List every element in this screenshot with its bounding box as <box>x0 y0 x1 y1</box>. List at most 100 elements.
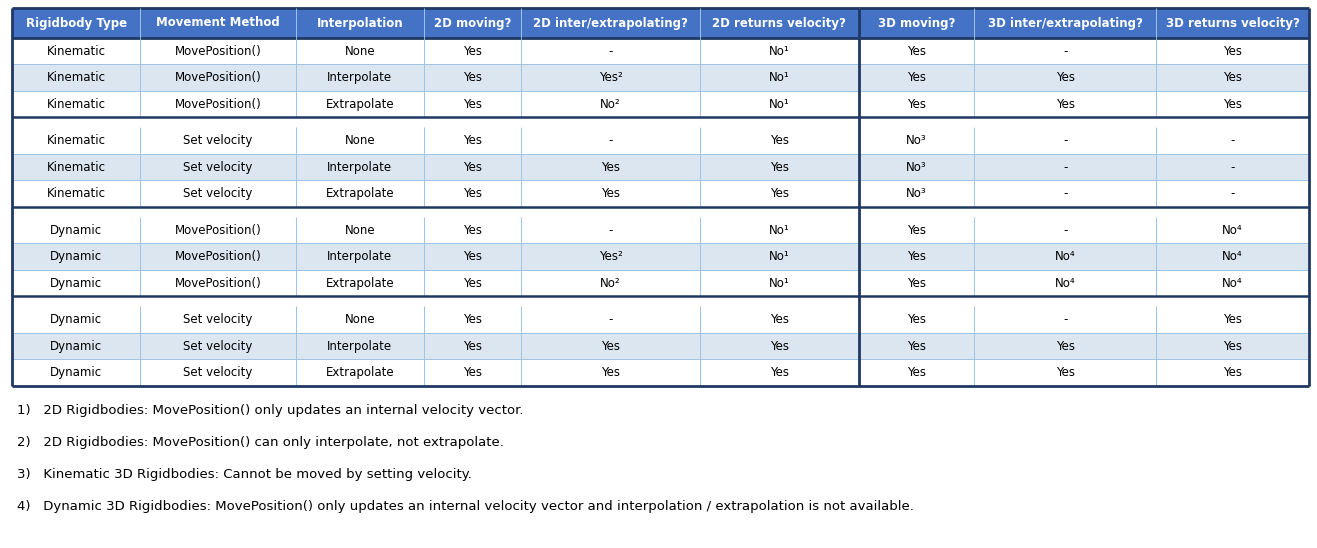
Text: Set velocity: Set velocity <box>183 161 253 174</box>
Text: -: - <box>1230 187 1235 200</box>
Text: Yes: Yes <box>907 224 926 237</box>
Text: Interpolate: Interpolate <box>328 71 392 84</box>
Text: No³: No³ <box>906 161 927 174</box>
Bar <box>522 8 699 38</box>
Text: Set velocity: Set velocity <box>183 366 253 379</box>
Text: -: - <box>608 134 612 147</box>
Text: Yes: Yes <box>1056 366 1075 379</box>
Text: None: None <box>345 313 375 326</box>
Text: Interpolate: Interpolate <box>328 340 392 353</box>
Text: No⁴: No⁴ <box>1055 250 1076 263</box>
Bar <box>12 243 1309 270</box>
Bar <box>141 8 296 38</box>
Text: -: - <box>1063 224 1067 237</box>
Text: No⁴: No⁴ <box>1222 224 1243 237</box>
Bar <box>975 8 1156 38</box>
Text: Set velocity: Set velocity <box>183 134 253 147</box>
Text: Rigidbody Type: Rigidbody Type <box>25 16 126 30</box>
Text: Set velocity: Set velocity <box>183 313 253 326</box>
Text: Yes: Yes <box>770 340 789 353</box>
Text: 3D returns velocity?: 3D returns velocity? <box>1166 16 1300 30</box>
Text: 3D moving?: 3D moving? <box>878 16 955 30</box>
Text: No⁴: No⁴ <box>1222 277 1243 290</box>
Text: Yes: Yes <box>1056 98 1075 111</box>
Text: Yes: Yes <box>1223 98 1242 111</box>
Text: Dynamic: Dynamic <box>50 366 103 379</box>
Text: Yes: Yes <box>464 98 482 111</box>
Bar <box>12 296 1309 306</box>
Text: 3D inter/extrapolating?: 3D inter/extrapolating? <box>988 16 1143 30</box>
Text: Yes: Yes <box>907 277 926 290</box>
Text: -: - <box>1063 45 1067 58</box>
Text: No¹: No¹ <box>769 71 790 84</box>
Bar <box>12 65 1309 91</box>
Text: No²: No² <box>601 98 620 111</box>
Text: Dynamic: Dynamic <box>50 313 103 326</box>
Text: Extrapolate: Extrapolate <box>325 277 394 290</box>
Text: Yes: Yes <box>464 161 482 174</box>
Text: Yes: Yes <box>464 187 482 200</box>
Text: 2D returns velocity?: 2D returns velocity? <box>712 16 847 30</box>
Text: Set velocity: Set velocity <box>183 340 253 353</box>
Text: -: - <box>1063 313 1067 326</box>
Bar <box>12 154 1309 180</box>
Text: Interpolation: Interpolation <box>316 16 403 30</box>
Bar <box>12 180 1309 207</box>
Text: MovePosition(): MovePosition() <box>175 224 261 237</box>
Text: 3)   Kinematic 3D Rigidbodies: Cannot be moved by setting velocity.: 3) Kinematic 3D Rigidbodies: Cannot be m… <box>17 468 471 481</box>
Text: Yes: Yes <box>464 340 482 353</box>
Bar <box>12 359 1309 386</box>
Text: Kinematic: Kinematic <box>46 134 105 147</box>
Text: Interpolate: Interpolate <box>328 161 392 174</box>
Text: Yes: Yes <box>1223 366 1242 379</box>
Text: Yes: Yes <box>464 134 482 147</box>
Text: 4)   Dynamic 3D Rigidbodies: MovePosition() only updates an internal velocity ve: 4) Dynamic 3D Rigidbodies: MovePosition(… <box>17 500 914 513</box>
Bar <box>12 306 1309 333</box>
Text: Yes: Yes <box>907 98 926 111</box>
Text: Yes: Yes <box>601 340 620 353</box>
Text: Dynamic: Dynamic <box>50 340 103 353</box>
Text: Yes: Yes <box>1056 71 1075 84</box>
Text: Yes: Yes <box>770 366 789 379</box>
Text: Yes: Yes <box>464 313 482 326</box>
Text: 2)   2D Rigidbodies: MovePosition() can only interpolate, not extrapolate.: 2) 2D Rigidbodies: MovePosition() can on… <box>17 436 504 449</box>
Text: Yes: Yes <box>464 250 482 263</box>
Bar <box>12 8 141 38</box>
Text: Yes: Yes <box>770 134 789 147</box>
Text: Dynamic: Dynamic <box>50 250 103 263</box>
Text: Yes: Yes <box>464 277 482 290</box>
Text: Yes: Yes <box>770 161 789 174</box>
Text: No⁴: No⁴ <box>1055 277 1076 290</box>
Text: Yes: Yes <box>601 161 620 174</box>
Text: Yes²: Yes² <box>599 250 623 263</box>
Text: -: - <box>1063 161 1067 174</box>
Text: Dynamic: Dynamic <box>50 277 103 290</box>
Text: Yes: Yes <box>770 187 789 200</box>
Text: No³: No³ <box>906 134 927 147</box>
Text: Yes: Yes <box>907 250 926 263</box>
Text: -: - <box>608 45 612 58</box>
Bar <box>424 8 522 38</box>
Text: Yes: Yes <box>770 313 789 326</box>
Bar <box>859 8 975 38</box>
Text: Kinematic: Kinematic <box>46 45 105 58</box>
Text: Yes: Yes <box>1223 340 1242 353</box>
Text: No¹: No¹ <box>769 277 790 290</box>
Bar <box>12 207 1309 217</box>
Text: Kinematic: Kinematic <box>46 98 105 111</box>
Text: Dynamic: Dynamic <box>50 224 103 237</box>
Text: 1)   2D Rigidbodies: MovePosition() only updates an internal velocity vector.: 1) 2D Rigidbodies: MovePosition() only u… <box>17 404 523 417</box>
Text: Yes²: Yes² <box>599 71 623 84</box>
Bar <box>12 333 1309 359</box>
Text: 2D moving?: 2D moving? <box>435 16 511 30</box>
Bar <box>12 91 1309 117</box>
Text: Yes: Yes <box>907 313 926 326</box>
Text: No⁴: No⁴ <box>1222 250 1243 263</box>
Text: No²: No² <box>601 277 620 290</box>
Text: Extrapolate: Extrapolate <box>325 98 394 111</box>
Text: Yes: Yes <box>601 187 620 200</box>
Text: Yes: Yes <box>907 340 926 353</box>
Text: No¹: No¹ <box>769 98 790 111</box>
Bar <box>699 8 859 38</box>
Text: MovePosition(): MovePosition() <box>175 71 261 84</box>
